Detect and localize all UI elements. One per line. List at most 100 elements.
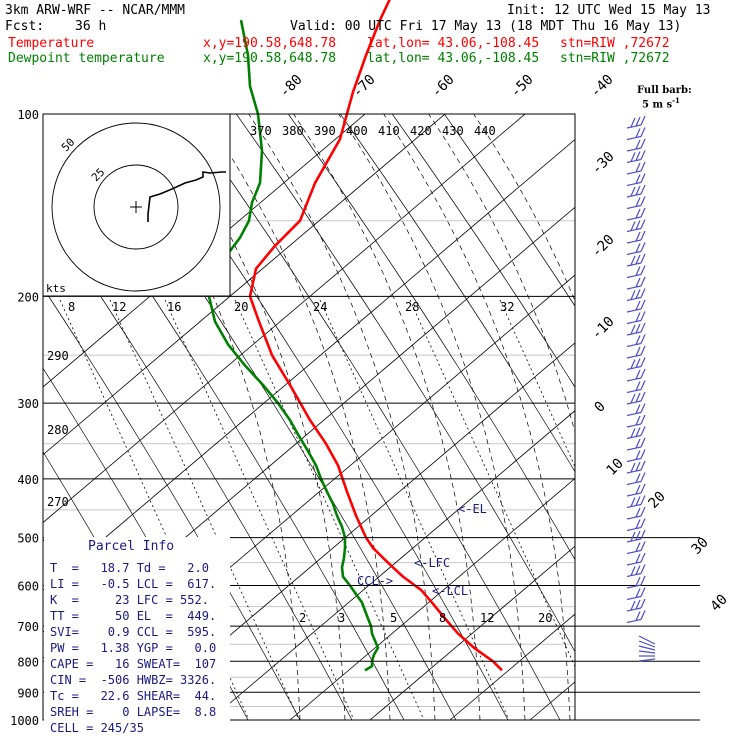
- wind-barb-shaft: [626, 549, 642, 555]
- wind-barb-shaft: [638, 635, 656, 645]
- theta-label: 370: [250, 124, 272, 138]
- wind-barb-flag: [640, 265, 646, 275]
- temperature-profile: [248, 0, 503, 672]
- forecast-hour: 36 h: [75, 19, 107, 34]
- dry-adiabat: [235, 114, 575, 653]
- mixing-ratio-line: [499, 299, 575, 468]
- temperature-latlon: lat,lon= 43.06,-108.45: [367, 36, 540, 51]
- wind-barb-shaft: [626, 595, 642, 601]
- isotherm-line: [369, 545, 575, 721]
- pressure-tick-label: 400: [17, 473, 39, 487]
- parcel-row: SVI= 0.9 CCL = 595.: [50, 625, 217, 639]
- moist-adiabat: [158, 114, 346, 721]
- mixing-ratio-lower-label: 12: [480, 611, 494, 625]
- wind-barb-shaft: [626, 216, 642, 221]
- wind-barb-flag: [640, 449, 646, 459]
- wind-barb-shaft: [626, 193, 642, 198]
- wind-barb-flag: [630, 600, 636, 611]
- parcel-row: CELL = 245/35: [50, 721, 144, 735]
- wind-barb-flag: [635, 254, 641, 265]
- isotherm-label: -10: [589, 314, 618, 343]
- wind-barb-shaft: [626, 618, 642, 624]
- wind-barb-flag: [640, 368, 646, 379]
- temperature-station: stn=RIW ,72672: [560, 36, 670, 51]
- moist-adiabat: [338, 114, 526, 721]
- wind-barb-flag: [635, 128, 641, 138]
- barb-legend-unit: 5 m s-1: [642, 96, 680, 111]
- wind-barb-flag: [640, 173, 646, 183]
- wind-barb-shaft: [626, 526, 642, 532]
- wind-barb-flag: [640, 230, 646, 241]
- wind-barb-flag: [630, 497, 636, 507]
- wind-barb-shaft: [638, 640, 656, 648]
- wind-barb-flag: [640, 138, 646, 149]
- isotherm-label: 0: [592, 399, 609, 416]
- wind-barb-shaft: [626, 388, 642, 394]
- isotherm-label: -70: [350, 72, 379, 101]
- wind-barb-flag: [640, 322, 646, 333]
- theta-label: 400: [346, 124, 368, 138]
- parcel-row: CAPE = 16 SWEAT= 107: [50, 657, 217, 671]
- wind-barb-shaft: [626, 561, 642, 566]
- mixing-ratio-lower-label: 20: [538, 611, 552, 625]
- dewpoint-xy: x,y=190.58,648.78: [203, 51, 337, 66]
- isotherm-label: 30: [689, 535, 712, 558]
- barb-legend-title: Full barb:: [637, 85, 692, 96]
- moist-adiabat: [428, 114, 575, 434]
- hodograph-trace: [147, 171, 226, 222]
- wind-barbs: [626, 115, 656, 662]
- mixing-ratio-label: 24: [313, 300, 327, 314]
- wind-barb-shaft: [626, 262, 642, 267]
- plot-frame: [42, 113, 576, 721]
- wind-barb-flag: [630, 566, 636, 576]
- pressure-tick-label: 1000: [10, 714, 39, 728]
- wind-barb-flag: [635, 289, 641, 299]
- wind-barb-flag: [635, 312, 641, 322]
- wind-barb-shaft: [626, 319, 642, 325]
- mixing-ratio-label: 16: [167, 300, 181, 314]
- moist-adiabat: [293, 114, 481, 721]
- wind-barb-flag: [635, 335, 641, 345]
- wind-barb-flag: [635, 197, 641, 207]
- wind-barb-shaft: [626, 515, 642, 520]
- wind-barb-shaft: [626, 492, 642, 497]
- wind-barb-flag: [640, 495, 646, 505]
- parcel-info-title: Parcel Info: [88, 539, 175, 554]
- moist-adiabat: [203, 114, 391, 721]
- wind-barb-flag: [640, 414, 646, 425]
- mixing-ratio-line: [319, 299, 510, 721]
- pressure-tick-label: 200: [17, 290, 39, 304]
- wind-barb-flag: [635, 450, 641, 460]
- isotherm-label: -80: [277, 72, 306, 101]
- dewpoint-latlon: lat,lon= 43.06,-108.45: [367, 51, 540, 66]
- isotherm-line: [289, 477, 575, 721]
- wind-barb-flag: [640, 529, 646, 540]
- wind-barb-flag: [635, 151, 641, 161]
- wind-barb-flag: [635, 300, 641, 311]
- forecast-label: Fcst:: [5, 19, 45, 34]
- wind-barb-shaft: [626, 135, 642, 141]
- parcel-row: LI = -0.5 LCL = 617.: [50, 577, 217, 591]
- wind-barb-flag: [640, 483, 646, 494]
- wind-barb-flag: [635, 220, 641, 230]
- wind-barb-flag: [635, 461, 641, 472]
- wind-barb-shaft: [626, 607, 642, 612]
- dewpoint-legend: Dewpoint temperature: [8, 51, 165, 66]
- theta-side-label: 280: [47, 423, 69, 437]
- isotherm-label: -30: [589, 149, 618, 178]
- wind-barb-flag: [635, 576, 641, 587]
- wind-barb-flag: [640, 564, 646, 574]
- theta-label: 380: [282, 124, 304, 138]
- wind-barb-shaft: [626, 227, 642, 233]
- isotherm-label: 10: [604, 456, 627, 479]
- wind-barb-flag: [640, 207, 646, 218]
- wind-barb-flag: [635, 116, 641, 127]
- temperature-legend: Temperature: [8, 36, 95, 51]
- wind-barb-flag: [635, 369, 641, 380]
- isotherm-label: -20: [589, 232, 618, 261]
- moist-adiabat: [113, 114, 301, 721]
- wind-barb-shaft: [626, 354, 642, 359]
- theta-label: 430: [442, 124, 464, 138]
- isotherm-line: [43, 114, 366, 388]
